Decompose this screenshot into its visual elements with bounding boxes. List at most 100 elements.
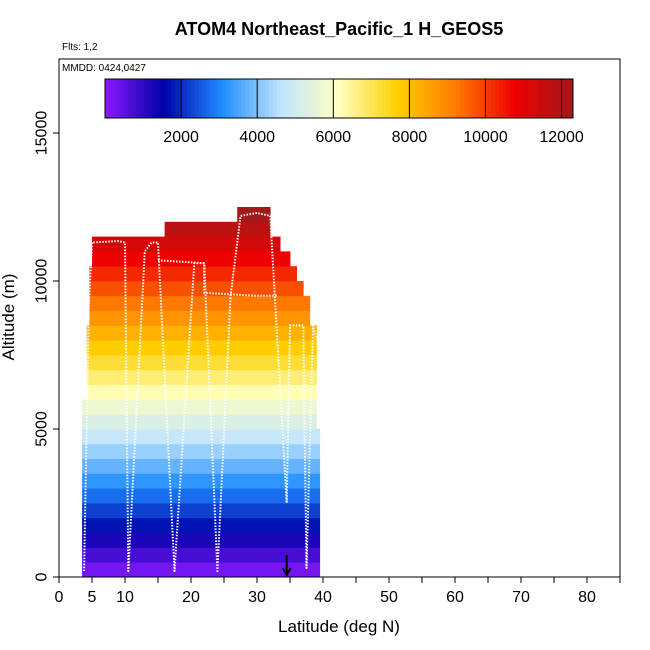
x-tick-label: 30 [248, 589, 266, 606]
heatmap-cell [309, 355, 317, 371]
heatmap-cell [280, 562, 291, 577]
colorbar-swatch [491, 79, 496, 118]
colorbar-swatch [370, 79, 375, 118]
colorbar-swatch [565, 79, 570, 118]
colorbar-swatch [222, 79, 227, 118]
heatmap-cell [303, 443, 311, 459]
colorbar-swatch [128, 79, 133, 118]
heatmap-cell [89, 281, 93, 297]
heatmap-cell [89, 310, 93, 326]
heatmap-cell [290, 473, 297, 489]
heatmap-cell [303, 458, 311, 474]
heatmap-cell [309, 473, 317, 489]
colorbar-swatch [261, 79, 266, 118]
heatmap-cell [164, 488, 238, 504]
heatmap-cell [290, 384, 297, 400]
heatmap-cell [296, 384, 304, 400]
heatmap-cell [82, 399, 88, 415]
heatmap-cell [237, 517, 271, 533]
heatmap-cell [280, 488, 291, 504]
heatmap-cell [290, 340, 297, 356]
heatmap-cell [270, 236, 281, 252]
colorbar-swatch [257, 79, 262, 118]
heatmap-cell [309, 443, 317, 459]
colorbar-swatch [264, 79, 270, 118]
heatmap-cell [89, 443, 93, 459]
heatmap-cell [89, 473, 93, 489]
heatmap-cell [280, 532, 291, 548]
heatmap-cell [92, 325, 165, 341]
heatmap-cell [296, 295, 304, 311]
heatmap-cell [237, 414, 271, 430]
colorbar-swatch [487, 79, 492, 118]
heatmap-cell [89, 458, 93, 474]
colorbar-tick-label: 4000 [239, 129, 275, 146]
heatmap-cell [237, 207, 271, 223]
x-axis: 0 5 10 20 30 40 50 60 70 80 [55, 577, 621, 606]
heatmap-cell [270, 547, 281, 563]
heatmap-cell [92, 355, 165, 371]
colorbar-swatch [245, 79, 250, 118]
colorbar-swatch [569, 79, 574, 118]
heatmap-cell [270, 562, 281, 577]
colorbar-swatch [311, 79, 317, 118]
colorbar-swatch [120, 79, 125, 118]
colorbar-swatch [456, 79, 461, 118]
colorbar-swatch [151, 79, 157, 118]
heatmap-cell [290, 355, 297, 371]
heatmap-cell [89, 532, 93, 548]
heatmap-cell [86, 443, 90, 459]
heatmap-cell [280, 399, 291, 415]
colorbar-swatch [397, 79, 402, 118]
colorbar-frame [104, 78, 574, 119]
heatmap-cell [89, 503, 93, 519]
colorbar-swatch [147, 79, 153, 118]
heatmap-cell [270, 488, 281, 504]
heatmap-cell [296, 281, 304, 297]
colorbar-swatch [339, 79, 344, 118]
colorbar-swatch [210, 79, 215, 118]
heatmap-cell [309, 325, 317, 341]
heatmap-cell [89, 384, 93, 400]
colorbar-swatch [374, 79, 379, 118]
heatmap-cell [89, 414, 93, 430]
x-axis-label: Latitude (deg N) [278, 617, 400, 636]
heatmap-cell [89, 369, 93, 385]
heatmap-cell [270, 503, 281, 519]
colorbar-swatch [319, 79, 324, 118]
heatmap-cell [164, 547, 238, 563]
heatmap-cell [290, 517, 297, 533]
heatmap-cell [270, 384, 281, 400]
heatmap-cell [316, 562, 321, 577]
arrow-marker [281, 555, 292, 578]
heatmap-cell [270, 340, 281, 356]
heatmap-cell [309, 458, 317, 474]
heatmap-cell [309, 429, 317, 445]
colorbar-swatch [428, 79, 434, 118]
colorbar-swatch [327, 79, 332, 118]
heatmap-cell [237, 547, 271, 563]
heatmap-cell [270, 325, 281, 341]
heatmap-cell [86, 429, 90, 445]
heatmap-cell [270, 266, 281, 282]
colorbar-swatch [381, 79, 387, 118]
heatmap-cell [237, 221, 271, 237]
colorbar-swatch [124, 79, 129, 118]
x-tick-label: 60 [446, 589, 464, 606]
colorbar-swatch [233, 79, 239, 118]
heatmap-cell [296, 443, 304, 459]
y-tick-label: 0 [34, 572, 51, 581]
colorbar-swatch [175, 79, 180, 118]
heatmap-cell [270, 458, 281, 474]
heatmap-cell [89, 295, 93, 311]
heatmap-cell [309, 414, 317, 430]
y-tick-label: 10000 [34, 259, 51, 304]
colorbar-tick-label: 2000 [163, 129, 199, 146]
colorbar-swatch [342, 79, 348, 118]
heatmap-cell [270, 517, 281, 533]
heatmap-cell [316, 473, 321, 489]
heatmap-cell [92, 340, 165, 356]
heatmap-cell [316, 458, 321, 474]
colorbar-swatch [225, 79, 231, 118]
flights-label: Flts: 1,2 [62, 42, 98, 53]
